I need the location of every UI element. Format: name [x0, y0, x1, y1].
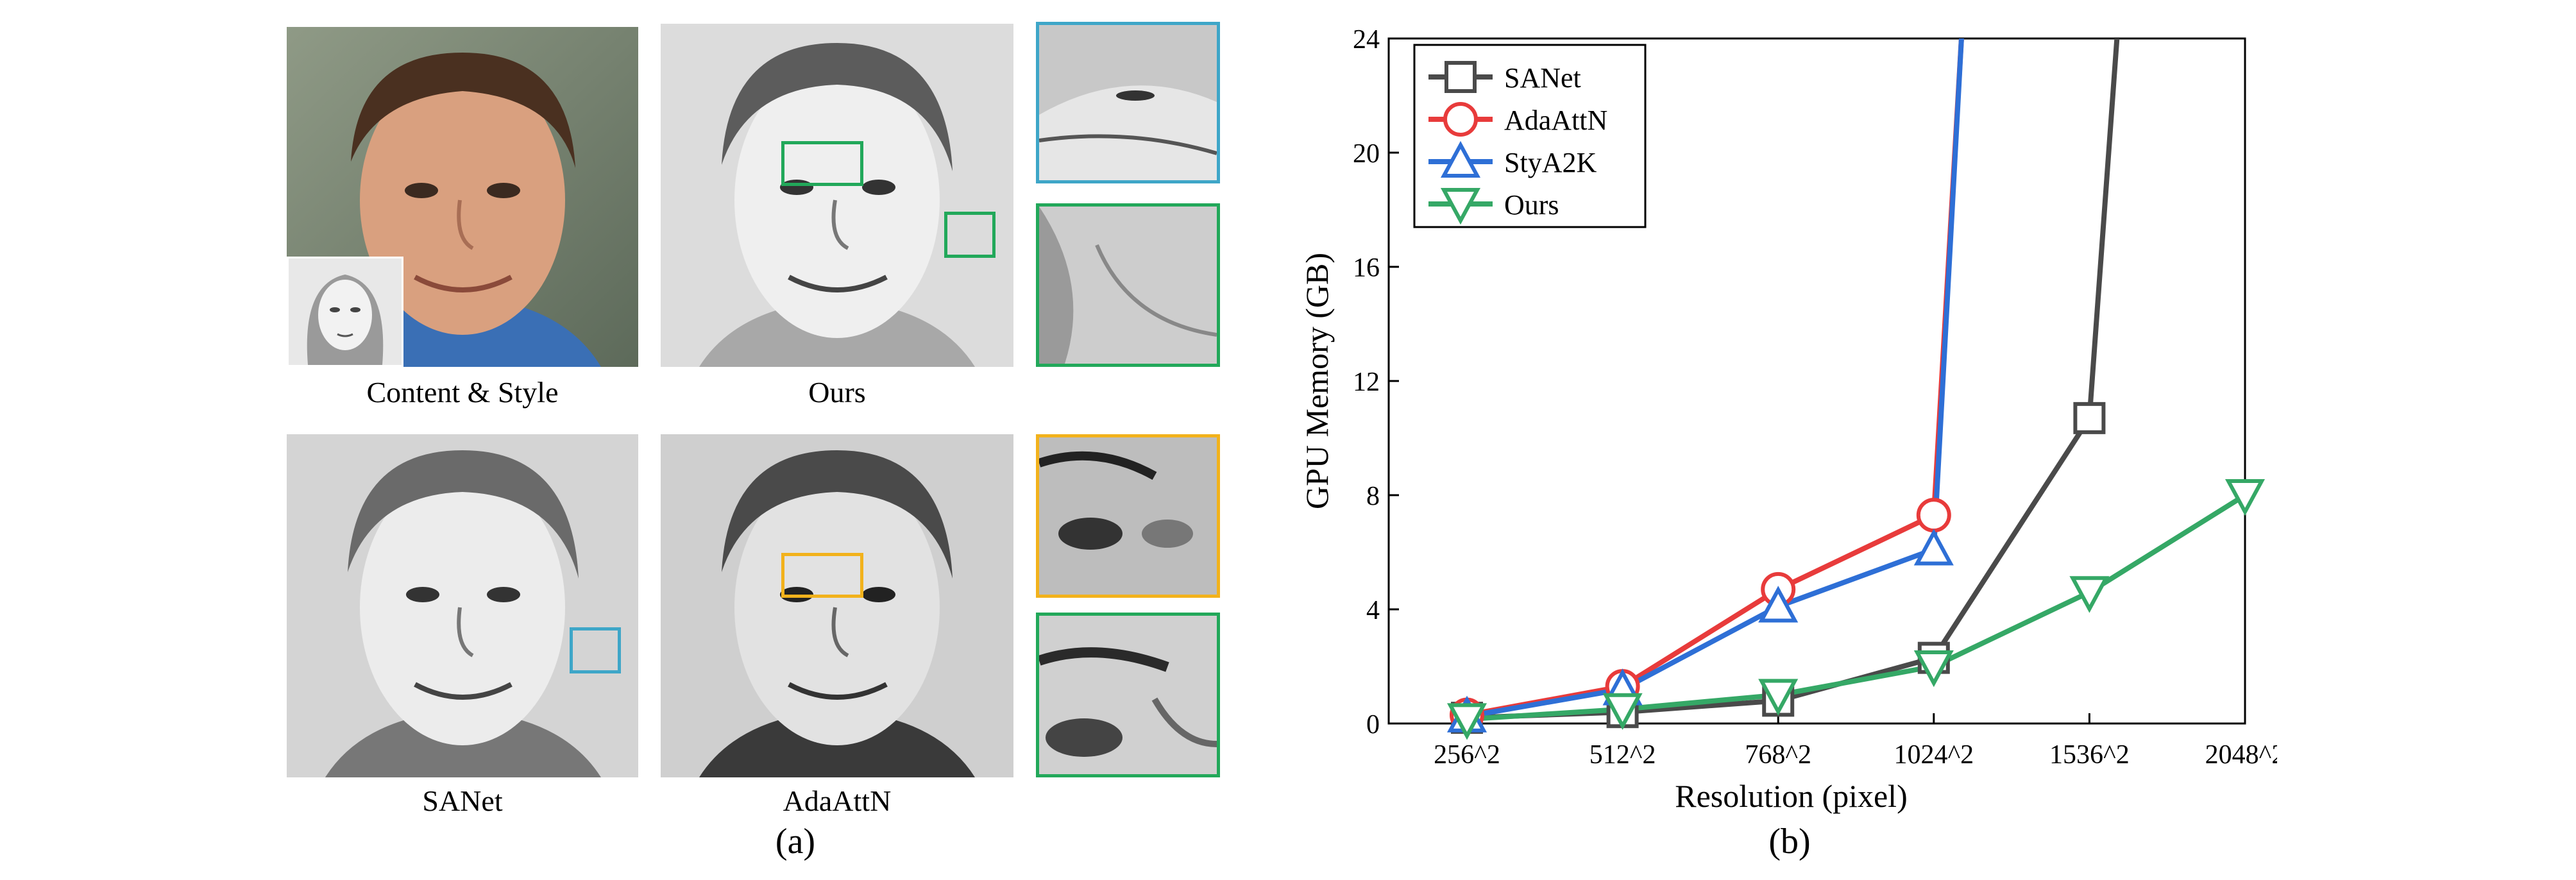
zoom-crop-ours-2 — [1036, 613, 1220, 777]
x-tick-label: 1024^2 — [1894, 740, 1974, 770]
style-inset-sketch — [287, 257, 403, 367]
data-point-ours — [1446, 703, 1487, 740]
highlight-box-green — [944, 212, 996, 258]
y-axis-label: GPU Memory (GB) — [1299, 253, 1335, 509]
y-tick-label: 12 — [1353, 368, 1380, 397]
data-point-stya2k — [1758, 586, 1799, 623]
data-point-sanet — [2073, 402, 2106, 434]
x-tick-label: 2048^2 — [2205, 740, 2277, 770]
highlight-box-green — [781, 141, 863, 186]
x-axis-label: Resolution (pixel) — [1675, 778, 1907, 814]
legend-label-adaattn: AdaAttN — [1504, 105, 1607, 136]
sanet-result-photo — [287, 434, 638, 777]
zoom-crop-ours — [1036, 203, 1220, 367]
subfigure-label-b: (b) — [1768, 822, 1811, 861]
data-point-stya2k — [1913, 529, 1954, 566]
caption-content-style: Content & Style — [366, 376, 559, 409]
legend-marker-stya2k — [1440, 140, 1481, 178]
y-tick-label: 20 — [1353, 139, 1380, 169]
legend-marker-sanet — [1445, 61, 1477, 93]
zoom-crop-sanet — [1036, 22, 1220, 183]
legend-label-sanet: SANet — [1504, 62, 1581, 94]
data-point-ours — [1758, 679, 1799, 716]
legend-marker-adaattn — [1443, 102, 1478, 137]
caption-ours: Ours — [808, 376, 866, 409]
zoom-crop-adaattn — [1036, 434, 1220, 598]
ours-result-photo — [661, 24, 1013, 367]
highlight-box-blue — [570, 627, 621, 673]
y-tick-label: 0 — [1366, 710, 1380, 740]
caption-sanet: SANet — [422, 784, 503, 817]
data-point-ours — [1602, 693, 1643, 731]
x-tick-label: 256^2 — [1434, 740, 1500, 770]
data-point-adaattn — [1916, 498, 1951, 533]
y-tick-label: 4 — [1366, 596, 1380, 625]
data-point-ours — [2069, 576, 2110, 613]
x-tick-label: 512^2 — [1589, 740, 1656, 770]
subfigure-label-a: (a) — [775, 822, 816, 861]
legend-label-stya2k: StyA2K — [1504, 147, 1597, 178]
adaattn-result-photo — [661, 434, 1013, 777]
x-tick-label: 1536^2 — [2049, 740, 2130, 770]
y-tick-label: 8 — [1366, 482, 1380, 511]
y-tick-label: 24 — [1353, 25, 1380, 55]
caption-adaattn: AdaAttN — [783, 784, 892, 817]
x-tick-label: 768^2 — [1745, 740, 1811, 770]
y-tick-label: 16 — [1353, 253, 1380, 283]
data-point-ours — [1913, 650, 1954, 688]
legend-label-ours: Ours — [1504, 189, 1559, 221]
chart-svg: 0 4 8 12 16 20 24 256^2 512^2 768^2 1024^2 1536^2 20… — [1299, 25, 2285, 814]
gpu-memory-chart: 0 4 8 12 16 20 24 256^2 512^2 768^2 1024^2 1536^2 20… — [1276, 13, 2285, 847]
data-point-ours — [2224, 479, 2266, 516]
legend-marker-ours — [1440, 188, 1481, 225]
highlight-box-yellow — [781, 553, 863, 598]
series-line-ours — [1466, 493, 2245, 722]
